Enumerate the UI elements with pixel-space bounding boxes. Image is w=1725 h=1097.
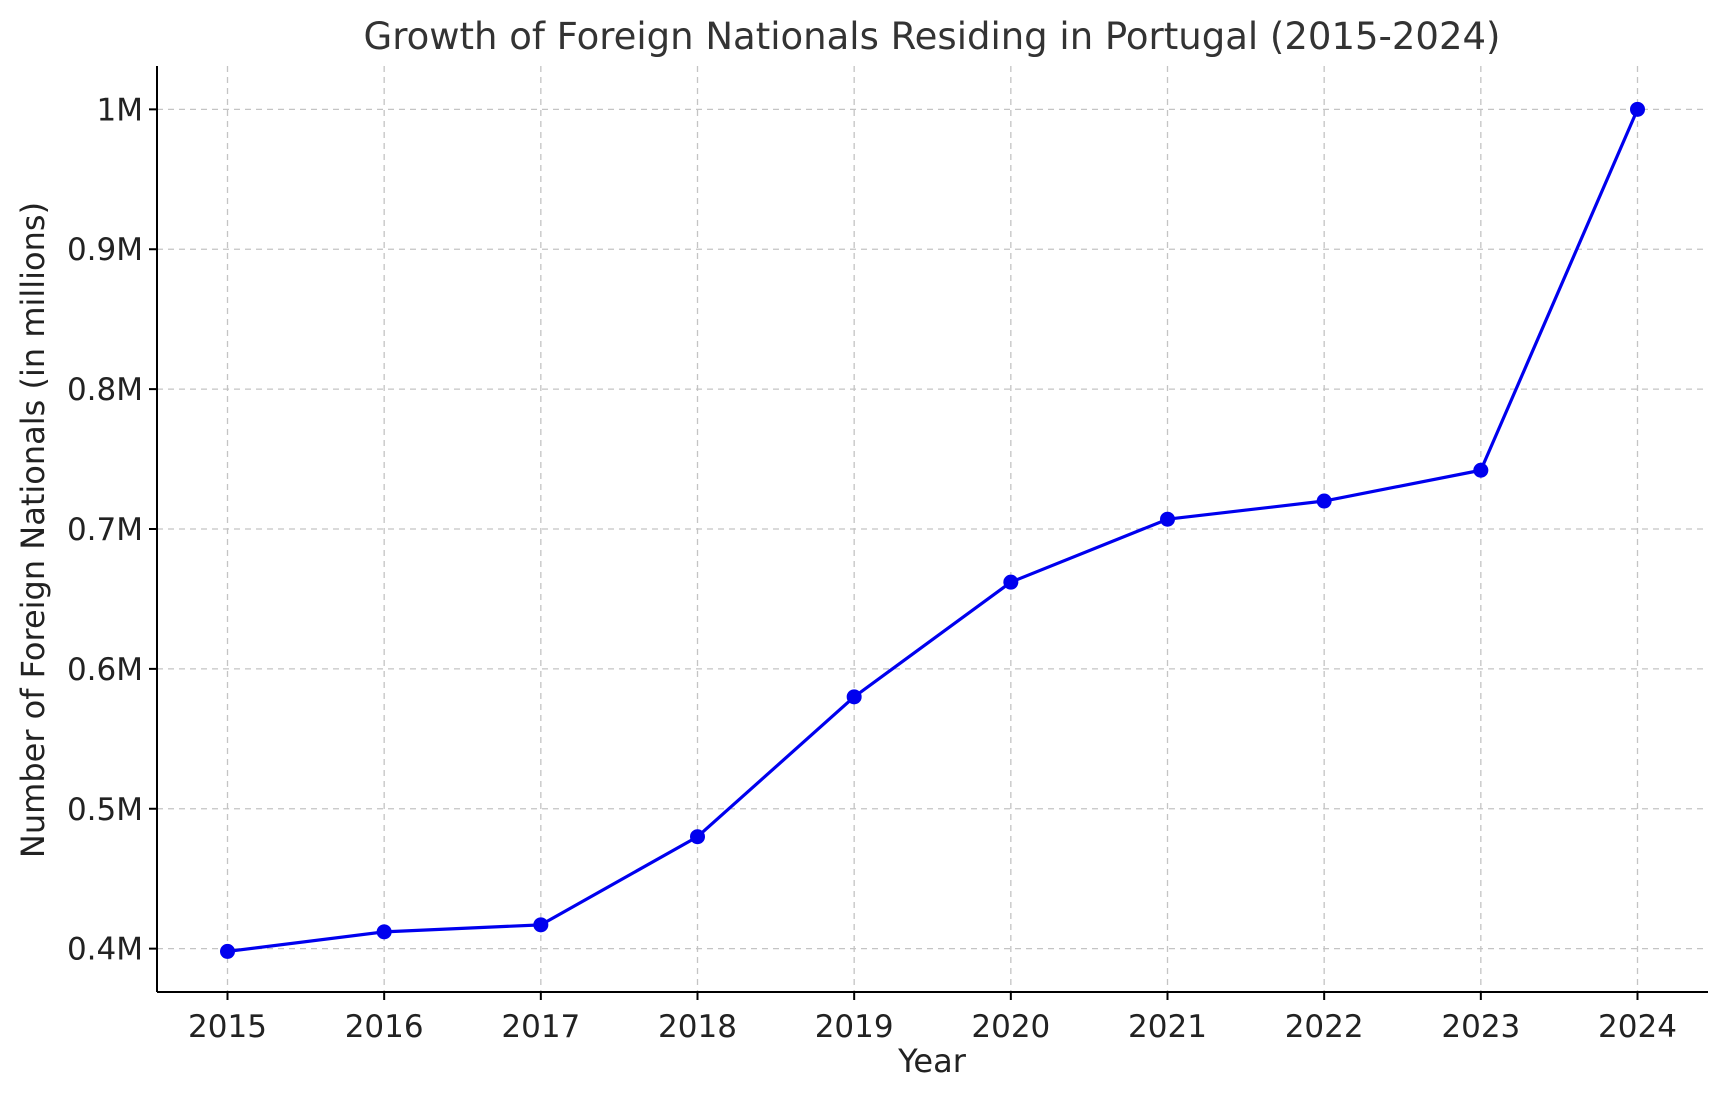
x-tick-label: 2024 bbox=[1598, 1009, 1677, 1045]
y-axis-label: Number of Foreign Nationals (in millions… bbox=[14, 202, 52, 858]
data-point-2015 bbox=[220, 943, 235, 959]
x-tick-label: 2020 bbox=[971, 1009, 1050, 1045]
grid bbox=[157, 66, 1708, 992]
x-tick-label: 2018 bbox=[658, 1009, 737, 1045]
x-tick-label: 2023 bbox=[1441, 1009, 1520, 1045]
ticks: 2015 2016 2017 2018 2019 2020 2021 2022 2023 2024… bbox=[67, 92, 1677, 1045]
x-tick-label: 2022 bbox=[1285, 1009, 1364, 1045]
data-point-2019 bbox=[846, 689, 862, 705]
data-point-2024 bbox=[1630, 101, 1645, 117]
x-axis-label: Year bbox=[897, 1042, 967, 1080]
x-tick-label: 2019 bbox=[815, 1009, 894, 1045]
x-tick-label: 2015 bbox=[188, 1009, 267, 1045]
y-tick-label: 0.6M bbox=[67, 652, 143, 688]
data-point-2021 bbox=[1160, 511, 1175, 527]
y-tick-label: 0.9M bbox=[67, 232, 143, 268]
x-tick-label: 2016 bbox=[345, 1009, 424, 1045]
chart-title: Growth of Foreign Nationals Residing in … bbox=[364, 15, 1501, 58]
y-tick-label: 0.5M bbox=[67, 792, 143, 828]
data-point-2016 bbox=[376, 924, 392, 940]
series bbox=[220, 101, 1645, 959]
data-point-2018 bbox=[690, 829, 705, 845]
x-tick-label: 2017 bbox=[501, 1009, 580, 1045]
y-tick-label: 0.8M bbox=[67, 372, 143, 408]
y-tick-label: 0.4M bbox=[67, 932, 143, 968]
y-tick-label: 1M bbox=[97, 92, 143, 128]
data-point-2023 bbox=[1473, 462, 1489, 478]
x-tick-label: 2021 bbox=[1128, 1009, 1207, 1045]
data-point-2017 bbox=[533, 917, 549, 933]
data-point-2020 bbox=[1003, 574, 1019, 590]
y-tick-label: 0.7M bbox=[67, 512, 143, 548]
series-line bbox=[225, 107, 1640, 954]
data-point-2022 bbox=[1316, 493, 1332, 509]
